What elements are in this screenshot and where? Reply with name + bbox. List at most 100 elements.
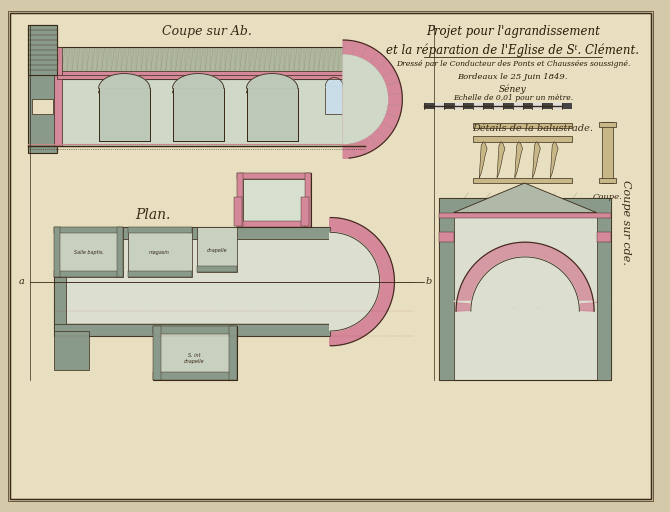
- Text: Dressé par le Conducteur des Ponts et Chaussées soussigné.: Dressé par le Conducteur des Ponts et Ch…: [396, 60, 630, 68]
- FancyBboxPatch shape: [173, 89, 224, 141]
- Bar: [54, 227, 66, 336]
- Bar: [454, 103, 464, 109]
- Bar: [57, 75, 348, 79]
- Polygon shape: [550, 142, 558, 178]
- Bar: [301, 197, 309, 226]
- Bar: [54, 227, 60, 276]
- Text: chapelle: chapelle: [206, 248, 227, 252]
- Bar: [153, 326, 237, 334]
- Bar: [596, 198, 611, 380]
- Bar: [326, 87, 343, 114]
- Bar: [153, 326, 161, 380]
- Bar: [153, 372, 237, 380]
- Bar: [66, 239, 330, 324]
- Bar: [197, 266, 237, 272]
- Bar: [439, 198, 611, 380]
- Text: Projet pour l'agrandissement
et la réparation de l'Eglise de Sᵗ. Clément.: Projet pour l'agrandissement et la répar…: [387, 25, 639, 57]
- Bar: [54, 227, 123, 276]
- Bar: [54, 227, 330, 336]
- Bar: [602, 122, 613, 183]
- Bar: [473, 103, 483, 109]
- Bar: [234, 197, 242, 226]
- Bar: [54, 271, 123, 276]
- Bar: [523, 103, 533, 109]
- Bar: [128, 227, 192, 276]
- Polygon shape: [343, 55, 387, 143]
- Bar: [54, 227, 123, 233]
- Text: Plan.: Plan.: [135, 208, 171, 222]
- Polygon shape: [439, 242, 611, 311]
- Text: Elévation.: Elévation.: [501, 193, 544, 201]
- Bar: [598, 178, 616, 183]
- Bar: [444, 103, 454, 109]
- Bar: [27, 25, 57, 154]
- Bar: [533, 103, 542, 109]
- Bar: [439, 198, 454, 380]
- Polygon shape: [343, 40, 402, 158]
- Bar: [54, 47, 62, 145]
- Bar: [473, 123, 572, 128]
- Bar: [513, 103, 523, 109]
- Bar: [237, 222, 311, 227]
- Bar: [54, 227, 330, 239]
- Bar: [483, 103, 493, 109]
- Bar: [473, 178, 572, 183]
- Text: Coupe.: Coupe.: [592, 193, 622, 201]
- Text: a: a: [19, 277, 25, 286]
- Polygon shape: [533, 142, 541, 178]
- Bar: [562, 103, 572, 109]
- Polygon shape: [330, 232, 380, 331]
- Bar: [128, 271, 192, 276]
- Bar: [473, 136, 572, 142]
- Bar: [237, 173, 243, 227]
- Bar: [552, 103, 562, 109]
- Polygon shape: [454, 257, 596, 311]
- Bar: [57, 71, 355, 78]
- Bar: [54, 324, 330, 336]
- Bar: [247, 93, 297, 141]
- Text: magasin: magasin: [149, 249, 170, 254]
- Bar: [57, 47, 355, 72]
- Bar: [98, 93, 150, 141]
- Bar: [197, 227, 237, 272]
- Bar: [237, 173, 311, 227]
- Bar: [31, 99, 53, 114]
- Polygon shape: [330, 218, 395, 346]
- FancyBboxPatch shape: [98, 89, 150, 141]
- Text: b: b: [426, 277, 432, 286]
- Text: S. int
chapelle: S. int chapelle: [184, 353, 204, 364]
- Text: Sacristie: Sacristie: [260, 198, 287, 203]
- Bar: [27, 25, 57, 75]
- Text: Bordeaux le 25 Juin 1849.: Bordeaux le 25 Juin 1849.: [458, 73, 568, 80]
- Polygon shape: [479, 142, 487, 178]
- Bar: [243, 179, 305, 222]
- FancyBboxPatch shape: [10, 13, 651, 499]
- Bar: [54, 331, 88, 370]
- Bar: [439, 232, 454, 242]
- Bar: [173, 93, 224, 141]
- Bar: [117, 227, 123, 276]
- Text: Coupe sur Ab.: Coupe sur Ab.: [162, 25, 252, 38]
- Bar: [153, 326, 237, 380]
- Text: Séney: Séney: [499, 84, 527, 94]
- Text: Salle baptis.: Salle baptis.: [74, 249, 104, 254]
- Polygon shape: [454, 183, 596, 212]
- Bar: [434, 103, 444, 109]
- Bar: [128, 227, 192, 233]
- Bar: [596, 232, 611, 242]
- Bar: [237, 173, 311, 179]
- Bar: [439, 212, 611, 218]
- FancyBboxPatch shape: [247, 89, 297, 141]
- Text: Détails de la balustrade.: Détails de la balustrade.: [472, 124, 593, 133]
- Text: Echelle de 0,01 pour un mètre.: Echelle de 0,01 pour un mètre.: [453, 94, 573, 102]
- Text: Coupe sur cde.: Coupe sur cde.: [621, 180, 631, 265]
- Bar: [464, 103, 473, 109]
- Bar: [424, 103, 434, 109]
- Bar: [439, 198, 611, 212]
- Polygon shape: [515, 142, 523, 178]
- Bar: [503, 103, 513, 109]
- Bar: [228, 326, 237, 380]
- Bar: [305, 173, 311, 227]
- Bar: [493, 103, 503, 109]
- Bar: [598, 122, 616, 127]
